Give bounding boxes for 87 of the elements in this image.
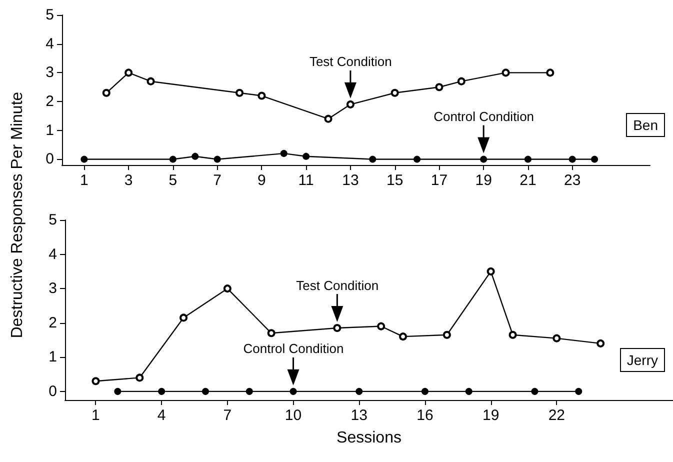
y-tick-label: 2 [46,93,54,110]
point [267,329,276,338]
y-tick-label: 4 [46,35,54,52]
x-tick-label: 7 [223,407,232,424]
x-tick-label: 15 [386,172,404,189]
y-tick-label: 5 [48,212,57,228]
point [223,284,232,293]
x-tick-label: 10 [284,407,302,424]
x-tick-label: 13 [342,172,359,189]
x-tick-label: 1 [92,407,100,424]
point [390,88,399,97]
x-axis-title: Sessions [336,430,402,446]
point [531,388,538,395]
point [92,377,100,386]
point [435,83,444,92]
point [192,152,199,160]
point [377,322,386,330]
point [575,388,582,395]
y-tick-label: 1 [48,348,57,366]
y-axis-title: Destructive Responses Per Minute [9,92,27,338]
x-tick-label: 9 [258,172,266,189]
point [290,388,297,395]
annotation: Jerry [620,348,665,372]
x-tick-label: 3 [124,172,133,189]
point [302,152,310,160]
x-tick-label: 5 [168,172,178,189]
point [80,156,88,163]
point [508,330,517,339]
point [258,92,266,100]
y-tick-label: 0 [48,382,57,400]
x-tick-label: 19 [475,172,492,189]
point [246,388,253,395]
x-tick-label: 1 [80,172,88,189]
point [102,88,110,97]
point [169,156,176,163]
y-tick-label: 0 [46,150,54,168]
point [546,68,554,77]
y-tick-label: 2 [48,314,57,332]
y-tick-label: 3 [46,64,54,82]
annotation: Control Condition [243,341,344,356]
point [114,388,122,395]
x-tick-label: 21 [520,172,536,189]
x-tick-label: 16 [416,407,434,424]
x-tick-label: 22 [548,407,566,424]
point [502,68,510,77]
point [346,100,354,108]
y-tick-label: 5 [46,6,54,24]
x-tick-label: 11 [298,172,314,189]
point [568,156,576,163]
point [124,68,133,77]
point [524,156,532,163]
point [552,334,561,342]
point [324,114,332,123]
point [356,388,363,395]
y-tick-label: 4 [48,246,57,263]
annotation: Test Condition [296,278,379,293]
point [369,156,376,163]
x-tick-label: 23 [564,172,581,189]
x-tick-label: 7 [213,172,222,189]
point [202,388,209,395]
annotation: Control Condition [434,109,534,124]
point [136,374,144,382]
y-tick-label: 1 [46,122,54,139]
point [214,156,221,163]
point [596,339,605,348]
point [333,324,342,332]
point [457,77,466,86]
point [146,77,155,86]
point [480,156,488,163]
point [280,150,288,157]
point [180,314,188,322]
x-tick-label: 17 [430,172,448,189]
x-tick-label: 19 [482,407,500,424]
point [486,267,495,276]
point [591,156,598,163]
point [158,388,166,395]
point [399,332,408,341]
x-tick-label: 4 [157,407,166,424]
point [421,388,428,395]
annotation: Test Condition [309,54,392,70]
point [236,88,244,97]
point [414,156,421,163]
x-tick-label: 13 [350,407,368,424]
point [465,388,472,395]
annotation: Ben [626,113,665,137]
point [442,330,451,339]
y-tick-label: 3 [48,280,57,298]
